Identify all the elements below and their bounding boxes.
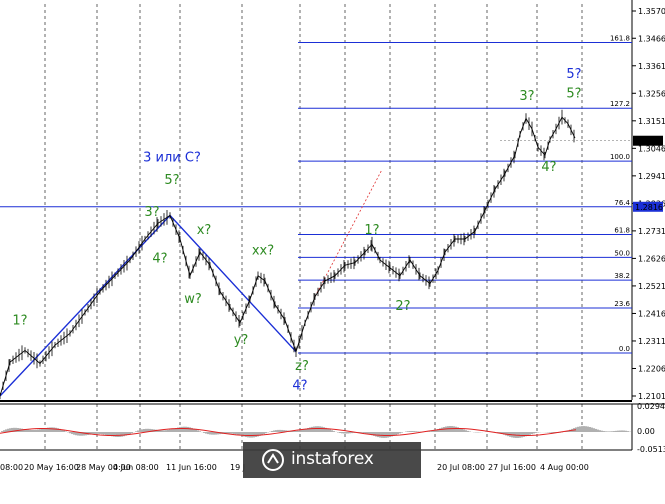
fib-label-127.2: 127.2 — [610, 100, 630, 108]
fib-label-100.0: 100.0 — [610, 153, 630, 161]
wave-label: x? — [197, 223, 212, 238]
osc-tick-label: -0.05133 — [637, 445, 665, 454]
fib-label-38.2: 38.2 — [614, 272, 630, 280]
wave-label: z? — [295, 359, 309, 374]
fib-label-0.0: 0.0 — [619, 345, 630, 353]
grid-lines — [0, 0, 633, 402]
fib-label-161.8: 161.8 — [610, 34, 630, 42]
wave-label: 1? — [12, 314, 27, 329]
y-tick-label: 1.2101 — [638, 392, 665, 401]
x-tick-label: 20 Jul 08:00 — [437, 463, 485, 472]
wave-label: w? — [184, 292, 202, 307]
watermark-text: instaforex — [291, 449, 374, 469]
fib-label-61.8: 61.8 — [614, 227, 630, 235]
instaforex-logo-icon — [262, 449, 284, 471]
y-tick-label: 1.3256 — [638, 89, 665, 98]
wave-lines — [0, 214, 297, 397]
y-tick-label: 1.3361 — [638, 62, 665, 71]
wave-label: 1? — [364, 223, 379, 238]
x-tick-label: 20 May 16:00 — [24, 463, 79, 472]
fib-label-50.0: 50.0 — [614, 249, 630, 257]
wave-label: y? — [234, 333, 249, 348]
fibonacci-levels: 161.8 127.2 100.0 76.4 61.8 50.0 38.2 23.6 0.0 — [0, 34, 632, 354]
wave-label: 3? — [144, 205, 159, 220]
level-box — [633, 201, 663, 212]
price-path — [0, 116, 576, 397]
price-series — [0, 109, 576, 400]
x-tick-label: 27 Jul 16:00 — [488, 463, 536, 472]
y-tick-label: 1.3466 — [638, 34, 665, 43]
wave-label: 4? — [292, 379, 307, 394]
oscillator-panel: 0.02947 0.00 -0.05133 — [0, 402, 665, 454]
y-tick-label: 1.2731 — [638, 227, 665, 236]
wave-labels: 1? 3 или C? 5? 3? 4? x? w? xx? y? z? 4? 1? 2? 3? 4? 5? 5… — [12, 67, 581, 394]
current-price-box — [633, 135, 663, 146]
x-tick-label: 11 Jun 16:00 — [166, 463, 217, 472]
fib-label-23.6: 23.6 — [614, 300, 630, 308]
y-tick-label: 1.3046 — [638, 144, 665, 153]
wave-label: 5? — [164, 173, 179, 188]
wave-label: 5? — [566, 67, 581, 82]
y-tick-label: 1.2311 — [638, 337, 665, 346]
wave-label: 5? — [566, 86, 581, 101]
y-tick-label: 1.2941 — [638, 172, 665, 181]
osc-signal-line — [0, 428, 577, 436]
x-tick-label: 28 May 00:00 — [76, 463, 131, 472]
y-tick-label: 1.2521 — [638, 282, 665, 291]
osc-tick-label: 0.00 — [637, 427, 655, 436]
y-tick-label: 1.3151 — [638, 117, 665, 126]
wave-label: 4? — [541, 160, 556, 175]
wave-label: 3? — [519, 89, 534, 104]
current-price-label: 1.3075 — [635, 137, 663, 146]
y-tick-label: 1.2206 — [638, 364, 665, 373]
x-tick-label: 08:00 — [0, 463, 23, 472]
x-tick-label: 19 J — [230, 463, 245, 472]
wave-label: 4? — [152, 252, 167, 267]
osc-tick-label: 0.02947 — [637, 402, 665, 411]
fib-label-76.4: 76.4 — [614, 199, 630, 207]
wave-label: 2? — [395, 299, 410, 314]
y-tick-label: 1.3570 — [638, 7, 665, 16]
x-tick-label: 4 Jun 08:00 — [113, 463, 159, 472]
wave-label: 3 или C? — [143, 151, 201, 166]
y-axis: 1.3570 1.3466 1.3361 1.3256 1.3151 1.3046 1.29… — [500, 7, 665, 401]
y-tick-label: 1.2626 — [638, 254, 665, 263]
level-label: 1.2816 — [635, 203, 663, 212]
y-tick-label: 1.2416 — [638, 309, 665, 318]
x-tick-label: 4 Aug 00:00 — [540, 463, 589, 472]
wave-label: xx? — [252, 244, 274, 259]
watermark-logo: instaforex — [243, 442, 421, 478]
